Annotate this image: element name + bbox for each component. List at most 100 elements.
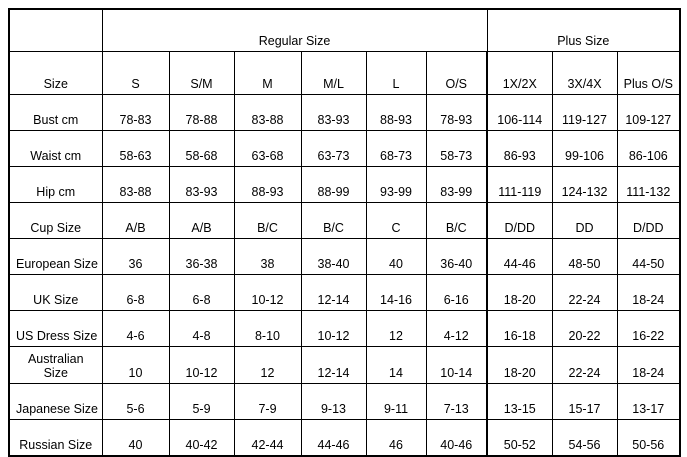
cell-cup-size-s-m: A/B <box>168 202 235 239</box>
cell-european-size-plus-o-s: 44-50 <box>616 238 681 275</box>
cell-hip-cm-l: 93-99 <box>365 166 427 203</box>
cell-hip-cm-3x-4x: 124-132 <box>551 166 618 203</box>
row-label-australian-size-text: Australian Size <box>27 352 84 380</box>
cell-european-size-1x-2x: 44-46 <box>486 238 553 275</box>
cell-uk-size-s: 6-8 <box>101 274 170 311</box>
cell-australian-size-m: 12 <box>233 346 302 384</box>
cell-bust-cm-3x-4x: 119-127 <box>551 94 618 131</box>
cell-uk-size-plus-o-s: 18-24 <box>616 274 681 311</box>
column-header-s-m: S/M <box>168 51 235 95</box>
cell-hip-cm-s-m: 83-93 <box>168 166 235 203</box>
cell-cup-size-s: A/B <box>101 202 170 239</box>
table-row: Australian Size 10 10-12 12 12-14 14 10-… <box>8 346 681 384</box>
cell-cup-size-m: B/C <box>233 202 302 239</box>
column-header-m: M <box>233 51 302 95</box>
column-header-size: Size <box>8 51 103 95</box>
column-header-row: Size S S/M M M/L L O/S 1X/2X 3X/4X Plus … <box>8 51 681 95</box>
cell-russian-size-plus-o-s: 50-56 <box>616 419 681 457</box>
row-label-waist-cm: Waist cm <box>8 130 103 167</box>
row-label-cup-size: Cup Size <box>8 202 103 239</box>
cell-waist-cm-1x-2x: 86-93 <box>486 130 553 167</box>
cell-hip-cm-o-s: 83-99 <box>425 166 489 203</box>
cell-bust-cm-m: 83-88 <box>233 94 302 131</box>
size-chart-body: Regular Size Plus Size Size S S/M M M/L … <box>8 8 681 457</box>
cell-hip-cm-m: 88-93 <box>233 166 302 203</box>
row-label-us-dress-size: US Dress Size <box>8 310 103 347</box>
cell-japanese-size-m: 7-9 <box>233 383 302 420</box>
table-row: European Size 36 36-38 38 38-40 40 36-40… <box>8 238 681 275</box>
cell-us-dress-size-l: 12 <box>365 310 427 347</box>
cell-uk-size-m: 10-12 <box>233 274 302 311</box>
table-row: Hip cm 83-88 83-93 88-93 88-99 93-99 83-… <box>8 166 681 203</box>
cell-bust-cm-l: 88-93 <box>365 94 427 131</box>
table-row: Waist cm 58-63 58-68 63-68 63-73 68-73 5… <box>8 130 681 167</box>
cell-russian-size-1x-2x: 50-52 <box>486 419 553 457</box>
cell-uk-size-3x-4x: 22-24 <box>551 274 618 311</box>
row-label-russian-size: Russian Size <box>8 419 103 457</box>
cell-bust-cm-s: 78-83 <box>101 94 170 131</box>
cell-uk-size-o-s: 6-16 <box>425 274 489 311</box>
cell-cup-size-m-l: B/C <box>300 202 367 239</box>
column-header-l: L <box>365 51 427 95</box>
cell-cup-size-3x-4x: DD <box>551 202 618 239</box>
column-header-s: S <box>101 51 170 95</box>
cell-russian-size-m: 42-44 <box>233 419 302 457</box>
cell-european-size-3x-4x: 48-50 <box>551 238 618 275</box>
column-header-o-s: O/S <box>425 51 489 95</box>
cell-us-dress-size-3x-4x: 20-22 <box>551 310 618 347</box>
table-row: Cup Size A/B A/B B/C B/C C B/C D/DD DD D… <box>8 202 681 239</box>
cell-japanese-size-plus-o-s: 13-17 <box>616 383 681 420</box>
cell-japanese-size-o-s: 7-13 <box>425 383 489 420</box>
cell-uk-size-l: 14-16 <box>365 274 427 311</box>
cell-european-size-s: 36 <box>101 238 170 275</box>
group-header-plus-size: Plus Size <box>486 8 681 52</box>
corner-blank-cell <box>8 8 103 52</box>
row-label-uk-size: UK Size <box>8 274 103 311</box>
cell-waist-cm-m-l: 63-73 <box>300 130 367 167</box>
cell-australian-size-m-l: 12-14 <box>300 346 367 384</box>
cell-cup-size-o-s: B/C <box>425 202 489 239</box>
cell-us-dress-size-m: 8-10 <box>233 310 302 347</box>
row-label-european-size: European Size <box>8 238 103 275</box>
cell-hip-cm-s: 83-88 <box>101 166 170 203</box>
cell-us-dress-size-plus-o-s: 16-22 <box>616 310 681 347</box>
cell-australian-size-s: 10 <box>101 346 170 384</box>
cell-uk-size-m-l: 12-14 <box>300 274 367 311</box>
cell-cup-size-l: C <box>365 202 427 239</box>
table-row: Japanese Size 5-6 5-9 7-9 9-13 9-11 7-13… <box>8 383 681 420</box>
cell-russian-size-s-m: 40-42 <box>168 419 235 457</box>
row-label-hip-cm: Hip cm <box>8 166 103 203</box>
cell-bust-cm-m-l: 83-93 <box>300 94 367 131</box>
cell-bust-cm-o-s: 78-93 <box>425 94 489 131</box>
cell-european-size-o-s: 36-40 <box>425 238 489 275</box>
cell-australian-size-s-m: 10-12 <box>168 346 235 384</box>
cell-bust-cm-s-m: 78-88 <box>168 94 235 131</box>
table-row: Bust cm 78-83 78-88 83-88 83-93 88-93 78… <box>8 94 681 131</box>
cell-japanese-size-1x-2x: 13-15 <box>486 383 553 420</box>
cell-uk-size-s-m: 6-8 <box>168 274 235 311</box>
cell-waist-cm-m: 63-68 <box>233 130 302 167</box>
column-header-m-l: M/L <box>300 51 367 95</box>
cell-waist-cm-3x-4x: 99-106 <box>551 130 618 167</box>
size-chart-table: Regular Size Plus Size Size S S/M M M/L … <box>8 8 682 457</box>
cell-waist-cm-s: 58-63 <box>101 130 170 167</box>
cell-cup-size-1x-2x: D/DD <box>486 202 553 239</box>
cell-russian-size-o-s: 40-46 <box>425 419 489 457</box>
cell-us-dress-size-s: 4-6 <box>101 310 170 347</box>
cell-waist-cm-plus-o-s: 86-106 <box>616 130 681 167</box>
cell-russian-size-l: 46 <box>365 419 427 457</box>
column-header-3x-4x: 3X/4X <box>551 51 618 95</box>
cell-hip-cm-m-l: 88-99 <box>300 166 367 203</box>
cell-us-dress-size-o-s: 4-12 <box>425 310 489 347</box>
cell-australian-size-3x-4x: 22-24 <box>551 346 618 384</box>
group-header-row: Regular Size Plus Size <box>8 8 681 52</box>
cell-russian-size-s: 40 <box>101 419 170 457</box>
cell-australian-size-1x-2x: 18-20 <box>486 346 553 384</box>
cell-australian-size-plus-o-s: 18-24 <box>616 346 681 384</box>
cell-japanese-size-m-l: 9-13 <box>300 383 367 420</box>
cell-european-size-s-m: 36-38 <box>168 238 235 275</box>
cell-australian-size-l: 14 <box>365 346 427 384</box>
table-row: UK Size 6-8 6-8 10-12 12-14 14-16 6-16 1… <box>8 274 681 311</box>
cell-european-size-m-l: 38-40 <box>300 238 367 275</box>
cell-hip-cm-1x-2x: 111-119 <box>486 166 553 203</box>
